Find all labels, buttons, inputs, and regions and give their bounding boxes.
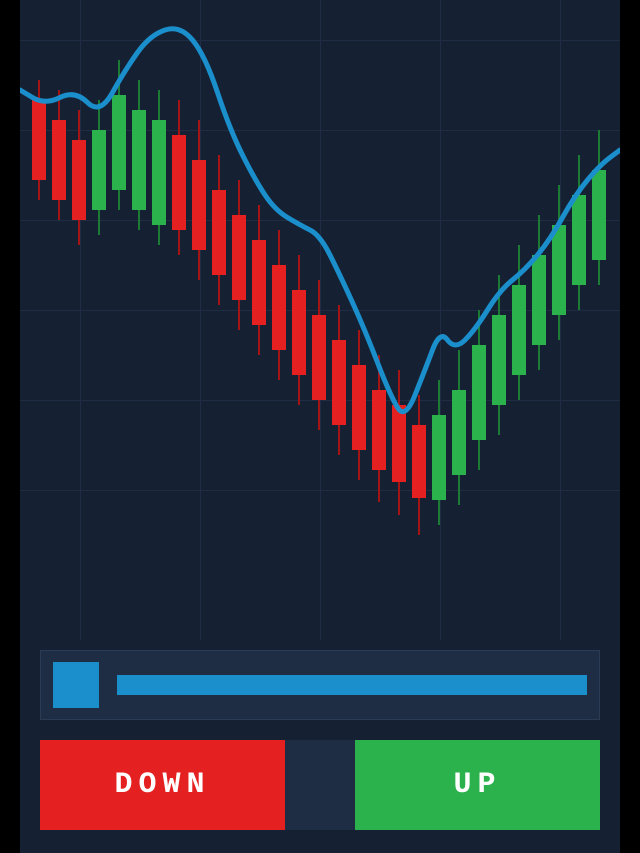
candle-body [492,315,506,405]
candle [132,0,146,640]
up-button[interactable]: UP [355,740,600,830]
up-button-label: UP [453,768,501,802]
down-button-label: DOWN [114,768,210,802]
candle-body [572,195,586,285]
candle [592,0,606,640]
candle [452,0,466,640]
trading-app: DOWN UP [20,0,620,853]
candle [352,0,366,640]
candle [272,0,286,640]
candle-body [112,95,126,190]
candlestick-chart [20,0,620,640]
candle [332,0,346,640]
candle [172,0,186,640]
candle [572,0,586,640]
candle [152,0,166,640]
candle-body [272,265,286,350]
candle [492,0,506,640]
candle [52,0,66,640]
candle-body [392,405,406,482]
candle-body [32,100,46,180]
candle-body [52,120,66,200]
candle-body [92,130,106,210]
candle [292,0,306,640]
candle-body [432,415,446,500]
candle-body [252,240,266,325]
candle-body [472,345,486,440]
info-color-swatch [53,662,99,708]
info-bar [40,650,600,720]
candle-body [332,340,346,425]
info-strip [117,675,587,695]
candle-body [212,190,226,275]
candle [212,0,226,640]
candle-body [452,390,466,475]
candle [432,0,446,640]
candle [252,0,266,640]
candle-body [312,315,326,400]
candle [412,0,426,640]
candle-body [152,120,166,225]
candle-body [72,140,86,220]
candle-body [532,255,546,345]
candle-body [412,425,426,498]
candle-body [592,170,606,260]
candle [112,0,126,640]
candle [552,0,566,640]
candle-body [552,225,566,315]
candle-body [352,365,366,450]
action-button-row: DOWN UP [40,740,600,830]
candle [72,0,86,640]
candle [532,0,546,640]
candle [392,0,406,640]
candle-body [232,215,246,300]
candle [232,0,246,640]
candle-body [292,290,306,375]
candle-body [192,160,206,250]
candle-body [372,390,386,470]
candle [32,0,46,640]
down-button[interactable]: DOWN [40,740,285,830]
candle-body [512,285,526,375]
candle-body [172,135,186,230]
candle [512,0,526,640]
candle [92,0,106,640]
candle [192,0,206,640]
candle-body [132,110,146,210]
candle [312,0,326,640]
button-gap [285,740,355,830]
candle [472,0,486,640]
candle [372,0,386,640]
